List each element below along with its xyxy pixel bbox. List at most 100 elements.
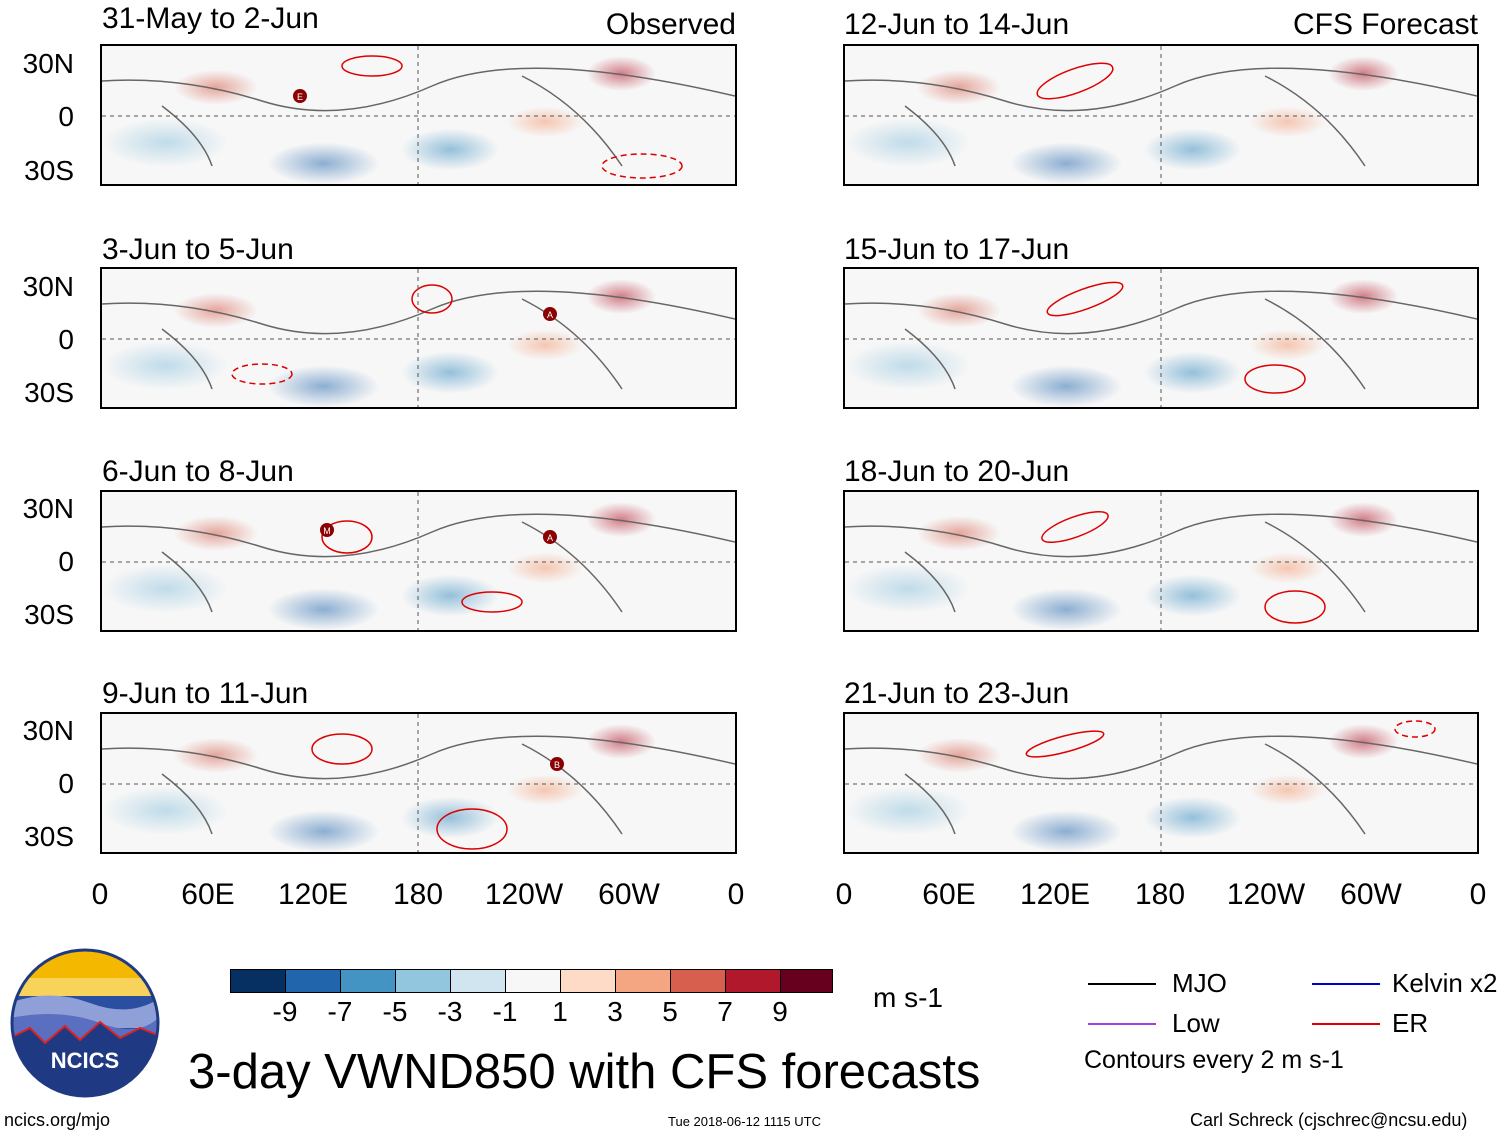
x-tick-label: 120E [277,878,349,911]
y-tick-label: 30S [24,599,74,630]
footer-timestamp: Tue 2018-06-12 1115 UTC [668,1114,821,1129]
panel-title: 21-Jun to 23-Jun [844,677,1070,710]
event-marker [543,530,557,544]
x-tick-label: 0 [1469,878,1487,911]
colorbar-swatch [560,969,616,993]
forecast-label: CFS Forecast [1292,8,1478,41]
colorbar-swatch [780,969,833,993]
x-tick-label: 0 [835,878,853,911]
coastline [161,75,623,167]
legend-note: Contours every 2 m s-1 [1084,1046,1344,1074]
er-contour [311,733,373,765]
map-overlay [845,714,1477,852]
er-contour [341,55,403,77]
footer-credit: Carl Schreck (cjschrec@ncsu.edu) [1190,1110,1468,1130]
coastline [102,290,735,335]
coastline [102,735,735,780]
map-panel [843,44,1479,186]
colorbar-swatch [450,969,506,993]
colorbar-label: 1 [552,996,568,1027]
map-overlay: A [102,269,735,407]
colorbar-swatch [285,969,341,993]
map-overlay [845,492,1477,630]
coastline [161,298,623,390]
legend-label-low: Low [1172,1008,1220,1038]
coastline [845,735,1477,780]
colorbar-label: -7 [327,996,353,1027]
y-tick-label: 30N [22,48,74,79]
coastline [904,743,1366,835]
map-panel: B [100,712,737,854]
map-overlay: B [102,714,735,852]
colorbar-label: 7 [717,996,733,1027]
coastline [102,67,735,112]
coastline [845,290,1477,335]
legend-line-low [1088,1023,1156,1025]
coastline [161,521,623,613]
legend-label-mjo: MJO [1172,968,1227,998]
event-marker-label: B [554,760,560,770]
map-overlay [845,46,1477,184]
colorbar-label: 5 [662,996,678,1027]
y-tick-label: 0 [58,768,74,799]
colorbar-swatch [395,969,451,993]
y-tick-label: 30N [22,715,74,746]
main-title: 3-day VWND850 with CFS forecasts [188,1045,981,1099]
y-tick-label: 30S [24,155,74,186]
map-panel: A [100,267,737,409]
legend-label-er: ER [1392,1008,1429,1038]
y-tick-label: 0 [58,546,74,577]
y-tick-label: 30S [24,377,74,408]
colorbar-label: -3 [437,996,463,1027]
event-marker [550,757,564,771]
coastline [102,513,735,558]
x-tick-label: 180 [392,878,444,911]
x-tick-label: 60E [181,878,235,911]
er-contour [321,520,373,554]
colorbar-label: -5 [382,996,408,1027]
legend-line-er [1312,1023,1380,1025]
x-tick-label: 0 [91,878,109,911]
map-overlay: M A [102,492,735,630]
er-contour [1244,364,1306,394]
map-panel: E [100,44,737,186]
panel-title: 12-Jun to 14-Jun [844,8,1070,41]
map-panel [843,712,1479,854]
er-contour [1046,281,1124,317]
legend-label-kelvin: Kelvin x2 [1392,968,1498,998]
colorbar-label: -9 [272,996,298,1027]
event-marker-label: E [297,92,303,102]
panel-title: 31-May to 2-Jun [102,2,319,35]
coastline [161,743,623,835]
colorbar-swatch [725,969,781,993]
coastline [904,521,1366,613]
event-marker [543,307,557,321]
er-contour [1025,730,1105,758]
x-tick-label: 0 [727,878,745,911]
coastline [904,75,1366,167]
y-tick-label: 30N [22,271,74,302]
x-tick-label: 60E [922,878,976,911]
er-contour [1394,720,1436,738]
colorbar-swatch [505,969,561,993]
er-contour [231,363,293,385]
coastline [845,513,1477,558]
footer-url[interactable]: ncics.org/mjo [4,1110,111,1130]
x-tick-label: 120E [1019,878,1091,911]
coastline [845,67,1477,112]
panel-title: 15-Jun to 17-Jun [844,233,1070,266]
panel-title: 9-Jun to 11-Jun [102,677,309,710]
x-tick-label: 120W [484,878,564,911]
map-panel: M A [100,490,737,632]
colorbar-swatch [615,969,671,993]
legend-line-mjo [1088,983,1156,985]
map-panel [843,267,1479,409]
legend-line-kelvin [1312,983,1380,985]
event-marker-label: A [547,310,553,320]
er-contour [411,284,453,314]
x-tick-label: 180 [1134,878,1186,911]
observed-label: Observed [605,8,736,41]
y-tick-label: 0 [58,101,74,132]
colorbar-label: -1 [492,996,518,1027]
x-tick-label: 60W [598,878,660,911]
